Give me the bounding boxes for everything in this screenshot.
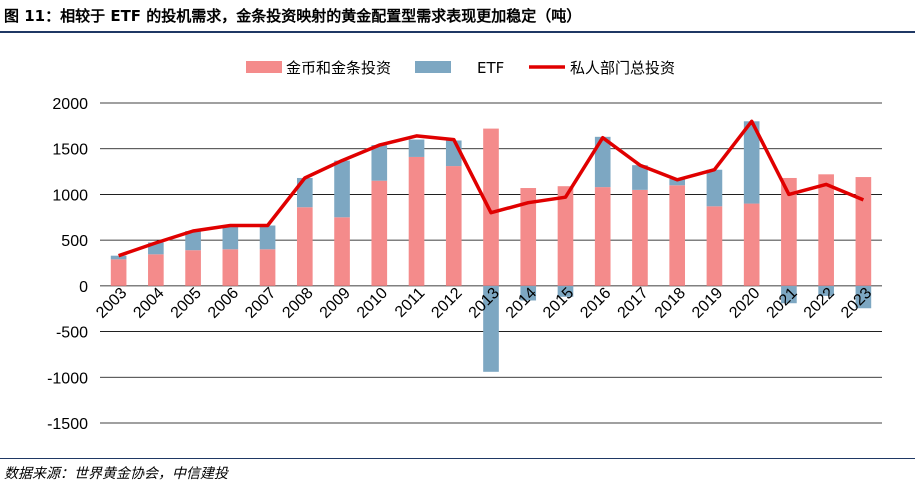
x-tick-label: 2006: [205, 285, 242, 322]
bar-etf-2014: [520, 285, 537, 301]
x-tick-label: 2017: [615, 285, 652, 322]
bar-gold-2008: [296, 207, 313, 286]
y-tick-label: 2000: [52, 96, 88, 113]
bar-gold-2022: [818, 174, 834, 286]
bar-etf-2011: [408, 139, 425, 157]
legend-swatch-etf: [415, 61, 451, 73]
legend: 金币和金条投资 ETF 私人部门总投资: [246, 59, 675, 77]
bar-etf-2020: [743, 121, 760, 204]
legend-label-total-line: 私人部门总投资: [570, 59, 675, 77]
bar-gold-2007: [259, 249, 276, 286]
legend-label-etf: ETF: [477, 59, 504, 77]
bar-gold-2004: [148, 254, 164, 286]
bar-etf-2023: [855, 285, 872, 309]
bar-gold-2009: [334, 217, 350, 286]
x-tick-label: 2018: [652, 285, 689, 322]
x-tick-label: 2016: [577, 285, 614, 322]
bar-gold-2012: [445, 166, 462, 286]
y-tick-label: 500: [61, 233, 88, 250]
legend-label-gold-bars: 金币和金条投资: [286, 59, 391, 77]
bar-gold-2021: [781, 177, 797, 286]
y-tick-label: 0: [79, 279, 88, 296]
bar-gold-2003: [110, 259, 127, 286]
x-tick-label: 2007: [242, 285, 279, 322]
bar-gold-2017: [632, 189, 648, 286]
bar-etf-2010: [371, 145, 388, 181]
bar-etf-2004: [148, 242, 164, 255]
x-tick-label: 2012: [428, 285, 465, 322]
chart-title: 图 11：相较于 ETF 的投机需求，金条投资映射的黄金配置型需求表现更加稳定（…: [4, 7, 582, 25]
bar-etf-2013: [483, 285, 499, 372]
x-tick-label: 2010: [354, 285, 391, 322]
bar-etf-2005: [185, 231, 201, 251]
bar-etf-2015: [557, 285, 574, 297]
x-tick-label: 2020: [726, 285, 763, 322]
bar-etf-2019: [706, 169, 723, 207]
bar-gold-2010: [371, 180, 388, 286]
y-tick-label: 1500: [52, 142, 88, 159]
bar-gold-2015: [557, 186, 574, 286]
bar-etf-2016: [594, 136, 611, 188]
bar-gold-2011: [408, 156, 425, 286]
title-divider: [0, 31, 915, 33]
bar-gold-2006: [222, 249, 239, 286]
bar-gold-2018: [669, 185, 686, 286]
y-tick-label: -500: [56, 325, 88, 342]
bar-gold-2016: [594, 187, 611, 286]
bar-etf-2018: [669, 178, 686, 186]
x-tick-label: 2005: [168, 285, 205, 322]
x-tick-label: 2011: [392, 285, 428, 321]
bar-etf-2022: [818, 285, 834, 296]
bar-etf-2006: [222, 226, 239, 250]
footer-divider: [0, 458, 915, 459]
bar-gold-2005: [185, 250, 201, 286]
bar-etf-2021: [781, 285, 797, 304]
legend-swatch-gold-bars: [246, 61, 282, 73]
bar-etf-2007: [259, 225, 276, 250]
y-tick-label: -1500: [47, 416, 88, 433]
x-tick-label: 2003: [93, 285, 130, 322]
y-tick-label: 1000: [52, 187, 88, 204]
line-total-investment: [118, 119, 865, 258]
bar-etf-2003: [110, 255, 127, 260]
bars: [110, 121, 872, 372]
x-tick-label: 2019: [689, 285, 726, 322]
x-tick-label: 2009: [317, 285, 354, 322]
y-axis-ticks: 2000 1500 1000 500 0 -500 -1000 -1500: [47, 96, 88, 433]
bar-gold-2020: [743, 203, 760, 286]
y-tick-label: -1000: [47, 370, 88, 387]
total-line: [118, 119, 865, 258]
bar-etf-2017: [632, 165, 648, 190]
x-tick-label: 2004: [130, 285, 167, 322]
bar-etf-2009: [334, 160, 350, 218]
bar-gold-2014: [520, 188, 537, 286]
data-source: 数据来源：世界黄金协会，中信建投: [4, 466, 228, 482]
bar-gold-2019: [706, 206, 723, 286]
bar-gold-2013: [483, 128, 499, 286]
x-tick-label: 2008: [279, 285, 316, 322]
bar-gold-2023: [855, 177, 872, 286]
